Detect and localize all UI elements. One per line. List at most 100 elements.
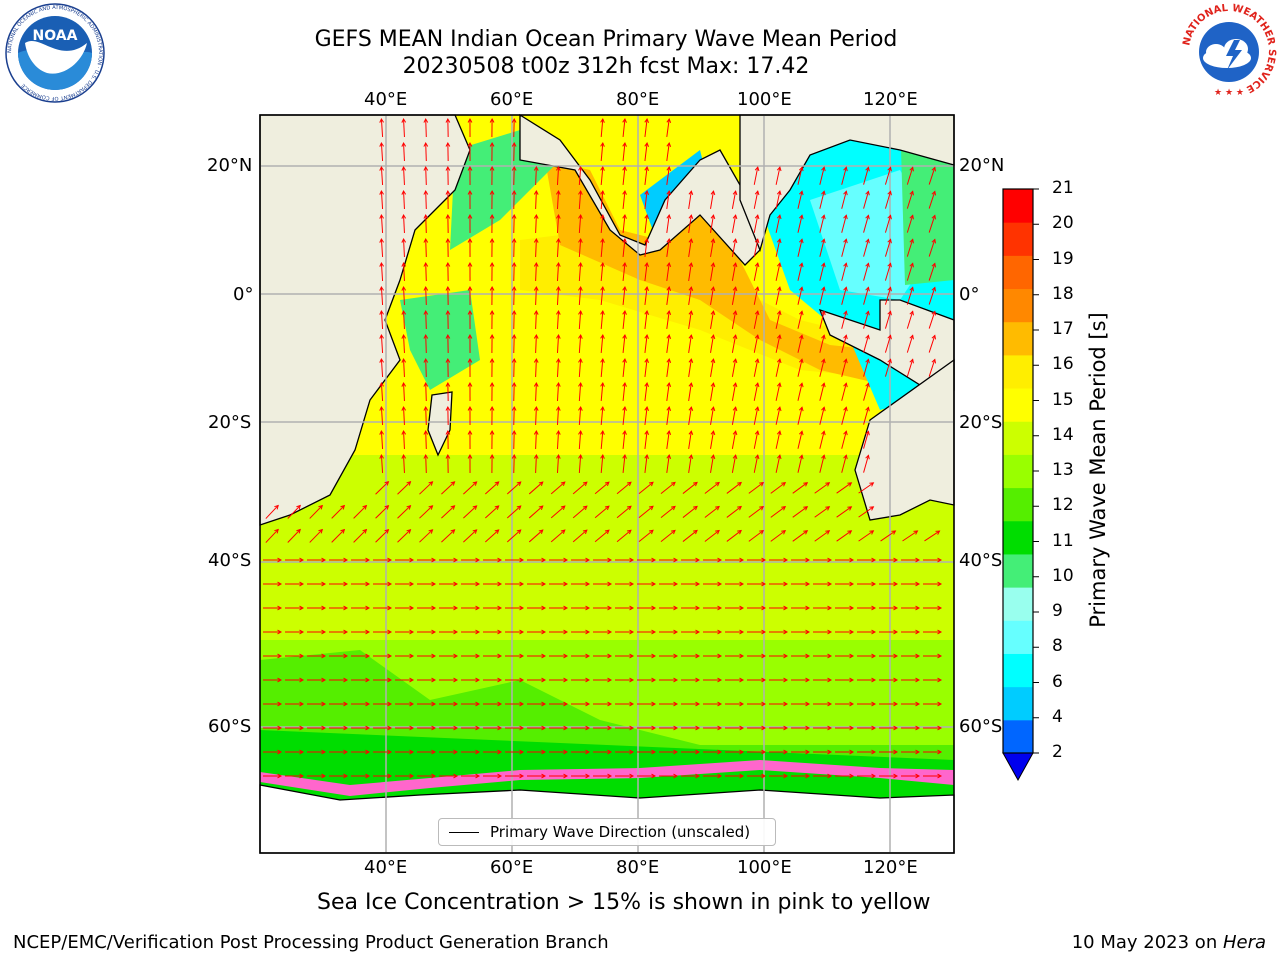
wave-direction-arrow	[571, 653, 591, 659]
wave-direction-arrow	[884, 358, 892, 377]
wave-direction-arrow	[467, 405, 473, 426]
nws-logo: NATIONAL WEATHER SERVICE ★ ★ ★	[1181, 3, 1277, 98]
wave-direction-arrow	[555, 309, 561, 330]
wave-direction-arrow	[753, 334, 760, 353]
wave-direction-arrow	[923, 749, 943, 755]
wave-direction-arrow	[373, 557, 393, 563]
left-lat-tick-label: 60°S	[208, 716, 252, 737]
wave-direction-arrow	[351, 653, 371, 659]
wave-direction-arrow	[615, 773, 635, 779]
wave-direction-arrow	[814, 482, 831, 494]
wave-direction-arrow	[681, 701, 701, 707]
wave-direction-arrow	[769, 581, 789, 587]
wave-direction-arrow	[622, 406, 627, 426]
wave-direction-arrow	[819, 214, 826, 233]
wave-direction-arrow	[841, 358, 848, 377]
wave-direction-arrow	[375, 528, 390, 543]
wave-direction-arrow	[550, 505, 566, 519]
wave-direction-arrow	[571, 725, 591, 731]
wave-direction-arrow	[710, 382, 716, 401]
colorbar-tick-label: 11	[1052, 530, 1074, 551]
wave-direction-arrow	[797, 310, 804, 329]
colorbar-segment	[1003, 189, 1033, 223]
wave-direction-arrow	[593, 701, 613, 707]
wave-direction-arrow	[445, 333, 451, 354]
wave-direction-arrow	[775, 262, 782, 281]
wave-direction-arrow	[263, 653, 283, 659]
wave-direction-arrow	[747, 725, 767, 731]
wave-direction-arrow	[467, 117, 473, 138]
top-lon-tick-label: 60°E	[490, 89, 534, 110]
wave-direction-arrow	[747, 557, 767, 563]
wave-direction-arrow	[710, 214, 716, 233]
wave-direction-arrow	[395, 629, 415, 635]
wave-direction-arrow	[533, 357, 539, 378]
chart-title: GEFS MEAN Indian Ocean Primary Wave Mean…	[314, 27, 898, 52]
wave-direction-arrow	[791, 581, 811, 587]
wave-direction-arrow	[731, 190, 738, 209]
wave-direction-arrow	[571, 581, 591, 587]
wave-direction-arrow	[549, 749, 569, 755]
wave-direction-arrow	[417, 749, 437, 755]
wave-direction-arrow	[770, 506, 787, 518]
wave-direction-arrow	[484, 481, 500, 495]
colorbar-segment	[1003, 487, 1033, 522]
wave-direction-arrow	[401, 237, 407, 258]
wave-direction-arrow	[731, 334, 738, 353]
wave-direction-arrow	[511, 357, 517, 378]
wave-direction-arrow	[555, 189, 561, 210]
wave-direction-arrow	[401, 165, 407, 186]
wave-direction-arrow	[571, 557, 591, 563]
wave-direction-arrow	[775, 190, 782, 209]
wave-direction-arrow	[489, 165, 495, 186]
east-africa-coast-region	[400, 290, 480, 390]
wave-direction-arrow	[285, 749, 305, 755]
wave-direction-arrow	[265, 528, 279, 543]
wave-direction-arrow	[666, 118, 672, 137]
wave-direction-arrow	[555, 165, 561, 186]
wave-direction-arrow	[775, 454, 782, 473]
sea-ice-caption: Sea Ice Concentration > 15% is shown in …	[317, 890, 931, 915]
wave-direction-arrow	[506, 505, 522, 519]
wave-direction-arrow	[505, 605, 525, 611]
colorbar-segment	[1003, 454, 1033, 489]
wave-direction-arrow	[681, 557, 701, 563]
wave-direction-arrow	[725, 701, 745, 707]
wave-direction-arrow	[439, 773, 459, 779]
footer-date: 10 May 2023 on Hera	[1072, 932, 1266, 953]
wave-direction-arrow	[644, 334, 650, 353]
wave-direction-arrow	[906, 286, 914, 305]
map-legend: Primary Wave Direction (unscaled)	[438, 818, 776, 846]
wave-direction-arrow	[797, 190, 804, 209]
wave-direction-arrow	[373, 725, 393, 731]
wave-direction-arrow	[813, 653, 833, 659]
wave-direction-arrow	[622, 430, 627, 450]
wave-direction-arrow	[533, 261, 539, 282]
wave-direction-arrow	[351, 629, 371, 635]
wave-direction-arrow	[835, 605, 855, 611]
wave-direction-arrow	[555, 405, 561, 426]
wave-direction-arrow	[710, 310, 716, 329]
colorbar-title: Primary Wave Mean Period [s]	[1086, 312, 1110, 628]
wave-direction-arrow	[533, 333, 539, 354]
wave-direction-arrow	[725, 581, 745, 587]
wave-direction-arrow	[857, 581, 877, 587]
wave-direction-arrow	[775, 166, 782, 185]
wave-direction-arrow	[637, 629, 657, 635]
wave-direction-arrow	[419, 505, 434, 519]
wave-direction-arrow	[884, 286, 892, 305]
wave-direction-arrow	[511, 117, 517, 138]
wave-direction-arrow	[287, 528, 301, 543]
wave-direction-arrow	[841, 406, 848, 425]
wave-direction-arrow	[615, 581, 635, 587]
wave-direction-arrow	[379, 261, 384, 282]
wave-direction-arrow	[285, 581, 305, 587]
wave-direction-arrow	[813, 701, 833, 707]
wave-direction-arrow	[622, 310, 627, 330]
wave-direction-arrow	[423, 429, 429, 450]
wave-direction-arrow	[863, 406, 870, 425]
wave-direction-arrow	[863, 214, 870, 233]
legend-label: Primary Wave Direction (unscaled)	[490, 823, 751, 841]
wave-direction-arrow	[578, 357, 583, 378]
wave-direction-arrow	[901, 749, 921, 755]
